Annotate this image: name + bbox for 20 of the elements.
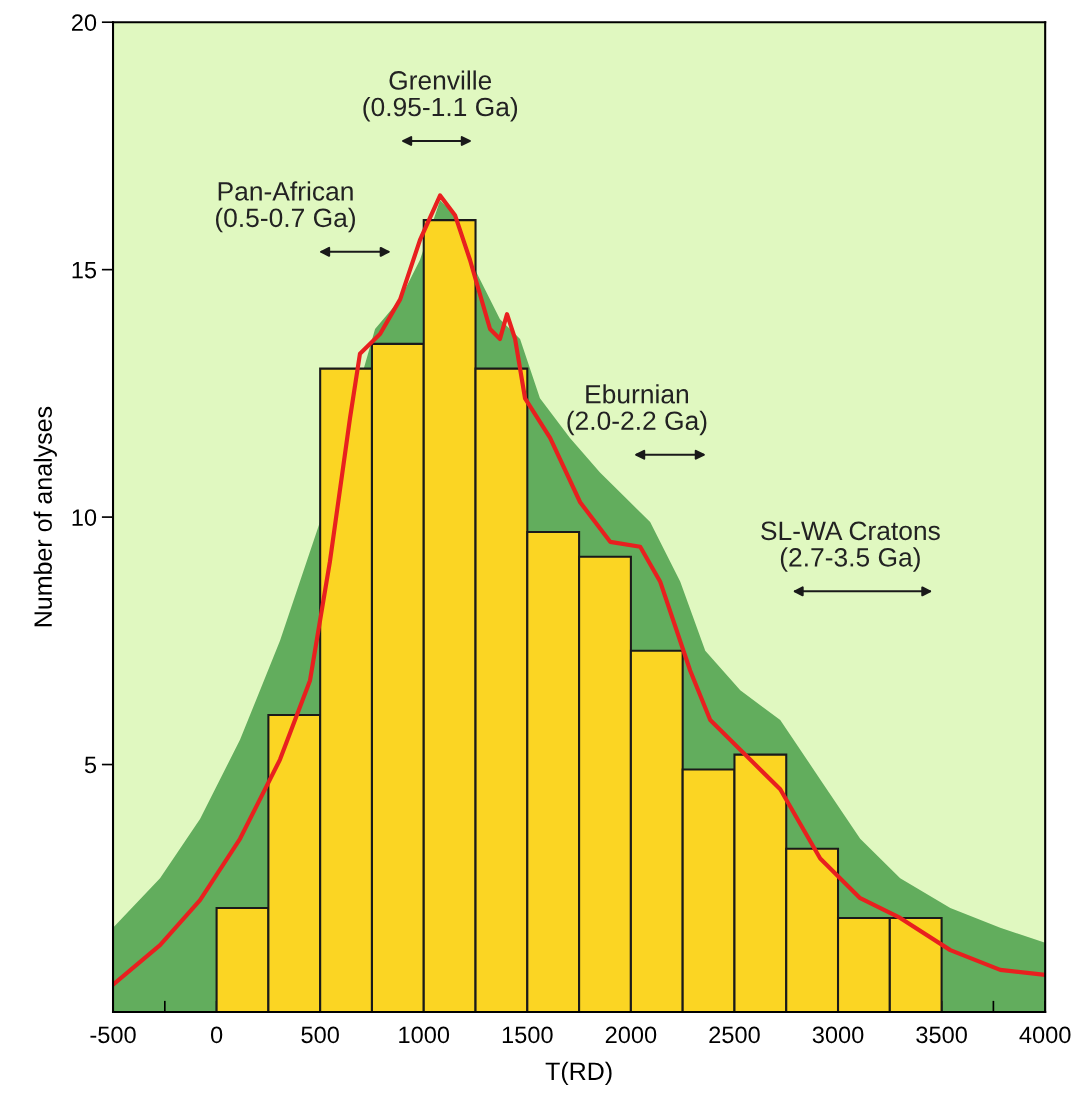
x-tick-label: 3000 [812, 1026, 864, 1044]
y-axis-title: Number of analyses [33, 406, 57, 627]
x-axis-title: T(RD) [545, 1061, 612, 1086]
annotation: Eburnian (2.0-2.2 Ga) [567, 384, 707, 436]
x-tick-label: 500 [301, 1026, 339, 1044]
x-tick-label: 4000 [1019, 1026, 1071, 1044]
x-tick-label: 2500 [709, 1026, 760, 1044]
x-tick-label: -500 [90, 1026, 136, 1044]
y-tick-label: 10 [72, 509, 97, 526]
annotation: Grenville (0.95-1.1 Ga) [363, 70, 518, 122]
x-tick-label: 0 [210, 1026, 223, 1044]
x-tick-label: 3500 [916, 1026, 967, 1044]
y-tick-label: 15 [72, 261, 97, 279]
x-tick-label: 1500 [502, 1026, 553, 1044]
annotation: SL-WA Cratons (2.7-3.5 Ga) [761, 521, 940, 572]
y-tick-label: 20 [71, 14, 97, 31]
y-tick-label: 5 [84, 756, 97, 774]
x-tick-label: 1000 [399, 1026, 450, 1044]
x-tick-label: 2000 [605, 1026, 657, 1044]
annotation: Pan-African (0.5-0.7 Ga) [215, 181, 355, 233]
